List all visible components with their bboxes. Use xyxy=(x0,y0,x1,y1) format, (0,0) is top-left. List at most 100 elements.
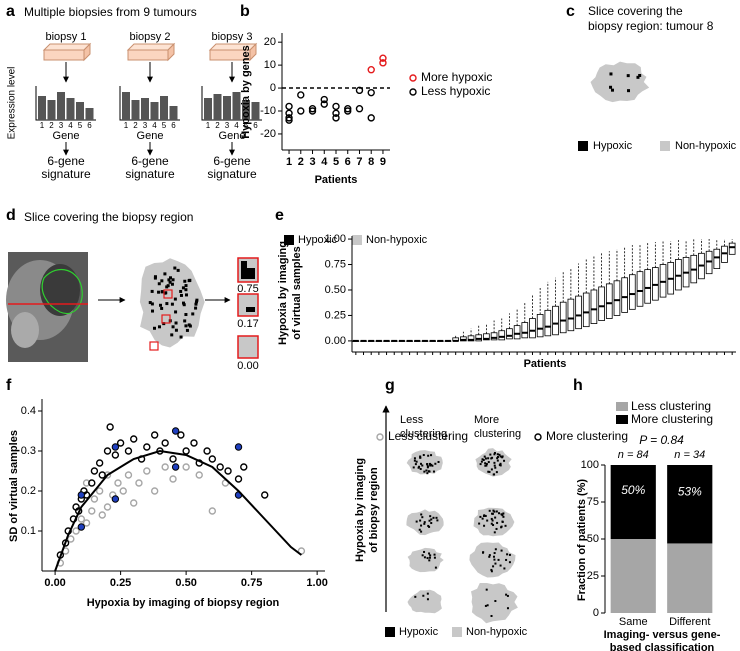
hypoxic-pixel xyxy=(195,298,199,302)
panel-title: biopsy region: tumour 8 xyxy=(588,19,714,33)
legend-marker xyxy=(409,88,417,96)
gene-number: 5 xyxy=(244,121,249,130)
hypoxic-pixel xyxy=(434,462,437,465)
hypoxic-pixel xyxy=(153,276,157,280)
y-tick-label: 0.25 xyxy=(325,309,346,321)
hypoxic-pixel xyxy=(498,453,501,456)
y-tick-label: -10 xyxy=(260,105,276,117)
data-point xyxy=(208,455,217,463)
hypoxic-pixel xyxy=(163,272,167,276)
highlighted-point xyxy=(77,523,86,531)
data-point xyxy=(98,511,106,519)
biopsy-block xyxy=(126,43,176,51)
legend-label: Less hypoxic xyxy=(421,84,490,98)
hypoxic-pixel xyxy=(414,463,417,466)
box xyxy=(675,259,682,291)
gene-number: 3 xyxy=(143,121,148,130)
gene-number: 2 xyxy=(215,121,220,130)
x-tick-label: 5 xyxy=(333,156,339,168)
hypoxic-pixel xyxy=(422,594,425,597)
hypoxic-pixel xyxy=(491,519,494,522)
hypoxic-pixel xyxy=(426,592,429,595)
hypoxic-pixel xyxy=(419,456,422,459)
axis-label: Gene xyxy=(219,130,246,142)
hypoxic-pixel xyxy=(488,470,491,473)
data-point xyxy=(82,519,91,527)
hypoxic-pixel xyxy=(184,313,188,317)
gene-number: 3 xyxy=(225,121,230,130)
hypoxic-pixel xyxy=(492,565,495,568)
hypoxic-pixel xyxy=(481,458,484,461)
hypoxic-pixel xyxy=(428,462,431,465)
legend-swatch xyxy=(385,627,395,637)
hypoxic-pixel xyxy=(636,75,640,79)
hypoxic-pixel xyxy=(426,463,429,466)
hypoxic-pixel xyxy=(502,512,505,515)
hypoxic-pixel xyxy=(508,553,511,556)
gene-number: 1 xyxy=(124,121,129,130)
hypoxic-pixel xyxy=(176,268,180,272)
hypoxic-pixel xyxy=(506,594,509,597)
box xyxy=(498,330,506,341)
x-axis-label: Hypoxia by imaging of biopsy region xyxy=(87,597,280,609)
hypoxic-pixel xyxy=(490,570,493,573)
y-tick-label: 0 xyxy=(270,82,276,94)
sample-label: 0.17 xyxy=(237,318,258,330)
hypoxic-pixel xyxy=(490,517,493,520)
data-point xyxy=(332,102,340,111)
hypoxic-pixel xyxy=(428,556,431,559)
hypoxic-pixel xyxy=(179,293,183,297)
hypoxic-pixel xyxy=(501,514,504,517)
hypoxic-pixel xyxy=(184,288,188,292)
sample-box xyxy=(161,314,171,324)
gene-number: 6 xyxy=(253,121,258,130)
hypoxic-pixel xyxy=(168,280,172,284)
highlighted-point xyxy=(171,427,180,435)
x-tick-label: 1.00 xyxy=(306,577,327,589)
data-point xyxy=(297,107,305,115)
hypoxic-pixel xyxy=(504,524,507,527)
hypoxic-pixel xyxy=(626,74,630,78)
histogram-bar xyxy=(242,100,250,120)
data-point xyxy=(234,475,243,483)
hypoxic-pixel xyxy=(499,564,502,567)
hypoxic-pixel xyxy=(483,455,486,458)
hypoxic-pixel xyxy=(483,524,486,527)
box xyxy=(475,334,483,342)
hypoxic-pixel xyxy=(427,524,430,527)
legend-label: Less clustering xyxy=(388,429,468,443)
hypoxic-pixel xyxy=(174,310,178,314)
signature-label: 6-gene xyxy=(213,154,251,168)
data-point xyxy=(261,491,269,499)
hypoxic-pixel xyxy=(495,527,498,530)
x-tick-label: 7 xyxy=(356,156,362,168)
data-point xyxy=(130,435,138,443)
x-tick-label: 3 xyxy=(309,156,315,168)
highlighted-point xyxy=(77,491,86,499)
data-point xyxy=(90,467,99,475)
panel-letter: e xyxy=(275,207,284,224)
highlighted-point xyxy=(111,495,120,503)
hypoxic-pixel xyxy=(485,588,488,591)
gene-number: 2 xyxy=(133,121,138,130)
panel-title: Multiple biopsies from 9 tumours xyxy=(24,5,197,19)
biopsy-label: biopsy 2 xyxy=(130,31,171,43)
hypoxic-pixel xyxy=(489,453,492,456)
hypoxic-pixel xyxy=(503,567,506,570)
data-point xyxy=(143,443,151,451)
legend-swatch xyxy=(352,235,362,245)
hypoxic-pixel xyxy=(488,555,491,558)
data-point xyxy=(95,487,104,495)
data-point xyxy=(190,439,198,447)
x-tick-label: 2 xyxy=(298,156,304,168)
hypoxic-pixel xyxy=(421,516,424,519)
hypoxic-pixel xyxy=(496,455,499,458)
y-tick-label: 10 xyxy=(264,59,276,71)
hypoxic-pixel xyxy=(496,457,499,460)
box xyxy=(721,245,728,263)
hypoxic-pixel xyxy=(491,512,494,515)
hypoxic-pixel xyxy=(428,519,431,522)
hypoxic-pixel xyxy=(423,522,426,525)
data-point xyxy=(195,471,203,479)
signature-label: 6-gene xyxy=(131,154,169,168)
